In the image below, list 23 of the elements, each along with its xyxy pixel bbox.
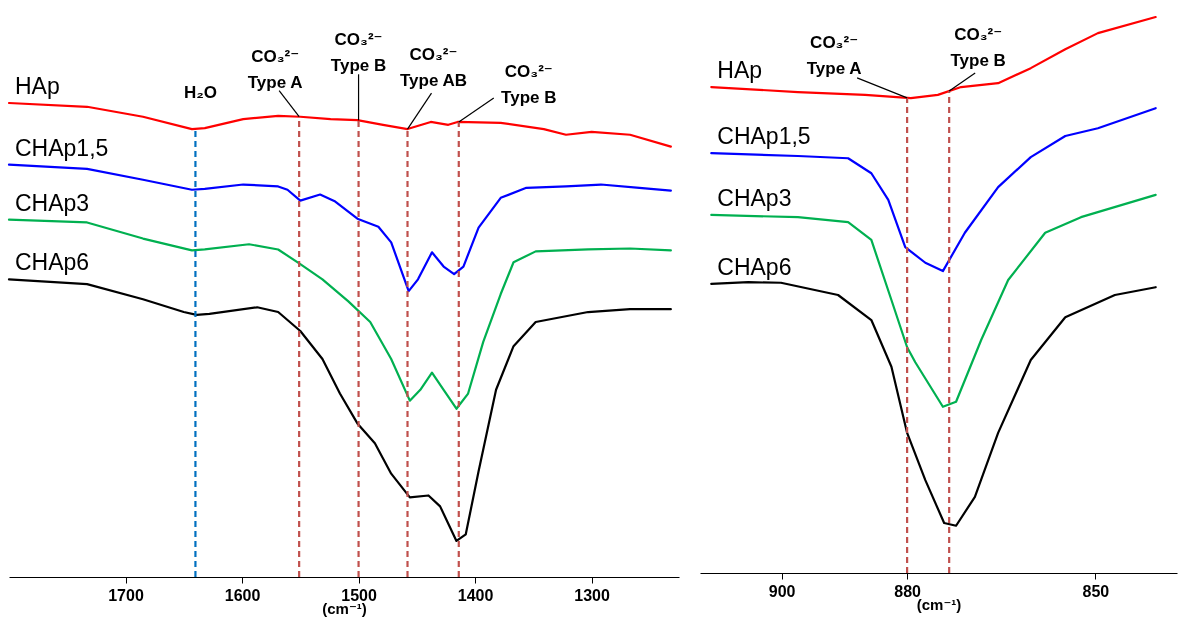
x-tick-label: 1300 bbox=[574, 586, 611, 604]
series-label: HAp bbox=[15, 73, 60, 99]
series-label: CHAp6 bbox=[15, 249, 90, 276]
x-tick-label: 1400 bbox=[457, 586, 494, 604]
ref-line-label: CO₃²⁻ Type B bbox=[330, 30, 387, 76]
x-tick-label: 1700 bbox=[108, 586, 144, 604]
series-label: HAp bbox=[717, 57, 763, 84]
x-tick-label: 880 bbox=[894, 582, 922, 600]
ref-line-label: CO₃²⁻ Type AB bbox=[399, 45, 468, 91]
series-label: CHAp3 bbox=[717, 184, 792, 211]
ref-line-label: CO₃²⁻ Type A bbox=[806, 32, 862, 78]
series-label: CHAp1,5 bbox=[15, 134, 109, 161]
x-tick-label: 850 bbox=[1082, 582, 1110, 600]
x-tick-label: 1600 bbox=[224, 586, 261, 604]
ref-line-label: CO₃²⁻ Type B bbox=[501, 61, 557, 107]
series-label: CHAp1,5 bbox=[717, 123, 811, 150]
series-label: CHAp6 bbox=[717, 253, 792, 280]
x-tick-label: 900 bbox=[768, 582, 796, 600]
ref-line-label: CO₃²⁻ Type B bbox=[950, 25, 1006, 71]
x-tick-label: 1500 bbox=[341, 586, 377, 604]
ref-line-label: H₂O bbox=[183, 82, 217, 102]
series-label: CHAp3 bbox=[15, 189, 90, 216]
ref-line-label: CO₃²⁻ Type A bbox=[247, 46, 303, 92]
